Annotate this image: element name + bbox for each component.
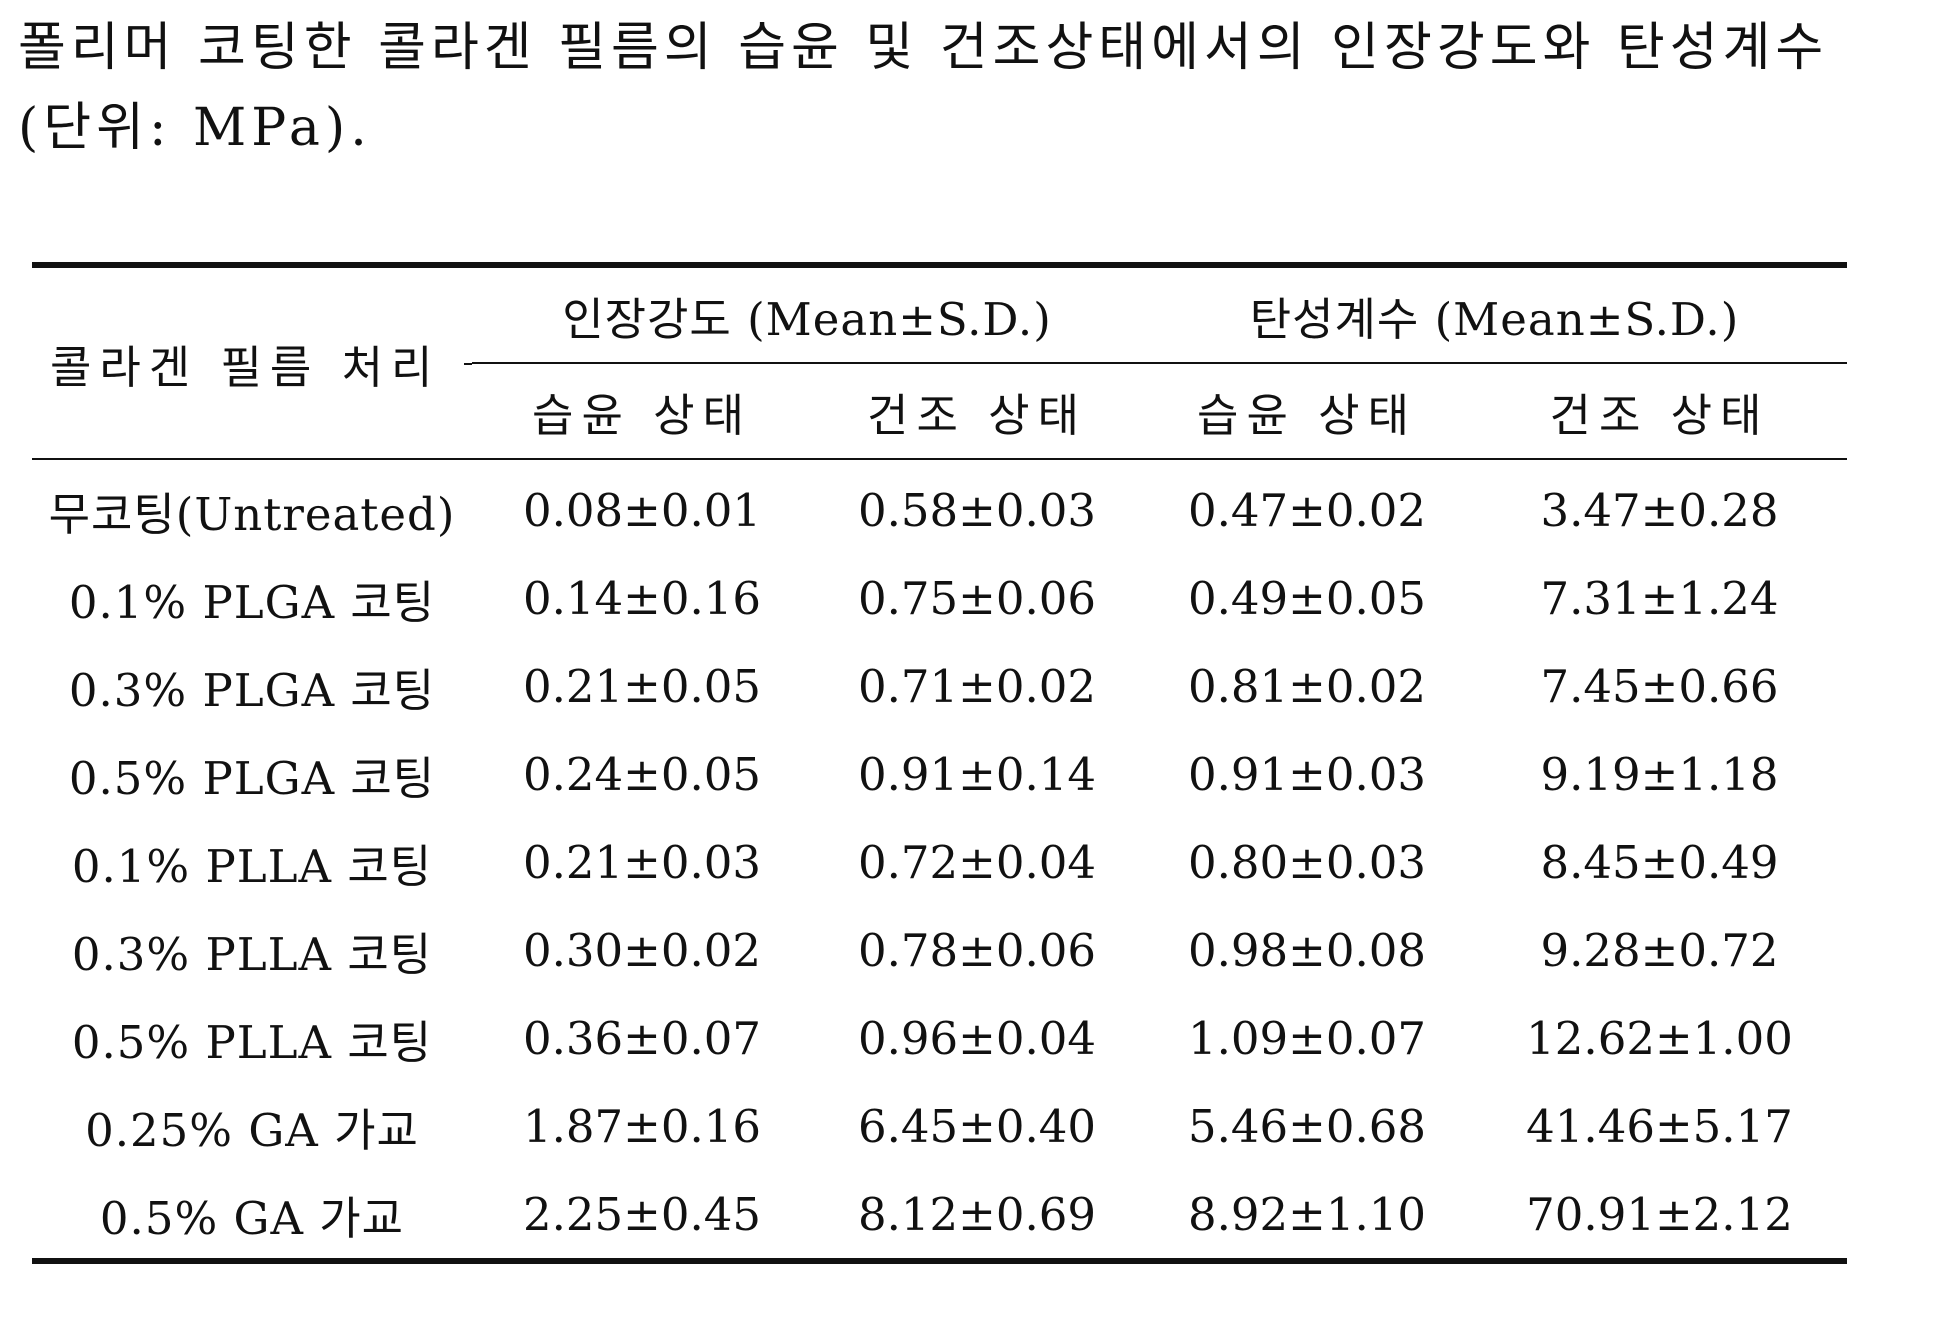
- cell-value: 0.47±0.02: [1187, 483, 1427, 537]
- cell-value: 0.91±0.03: [1187, 747, 1427, 801]
- cell-value: 3.47±0.28: [1540, 483, 1779, 537]
- cell-value: 8.12±0.69: [857, 1187, 1097, 1241]
- cell-value: 0.72±0.04: [857, 835, 1097, 889]
- row-label: 0.1% PLLA 코팅: [71, 839, 433, 893]
- cell-value: 9.28±0.72: [1540, 923, 1779, 977]
- table-row: 0.5% GA 가교 2.25±0.45 8.12±0.69 8.92±1.10…: [32, 1170, 1847, 1261]
- cell-value: 0.81±0.02: [1187, 659, 1427, 713]
- row-label: 0.5% GA 가교: [99, 1191, 405, 1245]
- table-row: 0.3% PLLA 코팅 0.30±0.02 0.78±0.06 0.98±0.…: [32, 906, 1847, 994]
- group-header-elastic-modulus: 탄성계수 (Mean±S.D.): [1142, 265, 1847, 364]
- cell-value: 0.75±0.06: [857, 571, 1097, 625]
- table-row: 0.1% PLGA 코팅 0.14±0.16 0.75±0.06 0.49±0.…: [32, 554, 1847, 642]
- row-label: 0.5% PLGA 코팅: [68, 751, 436, 805]
- caption-line-1: 폴리머 코팅한 콜라겐 필름의 습윤 및 건조상태에서의 인장강도와 탄성계수: [18, 18, 1829, 78]
- cell-value: 6.45±0.40: [857, 1099, 1097, 1153]
- table-row: 무코팅(Untreated) 0.08±0.01 0.58±0.03 0.47±…: [32, 459, 1847, 554]
- row-label: 0.25% GA 가교: [85, 1103, 419, 1157]
- table-row: 0.3% PLGA 코팅 0.21±0.05 0.71±0.02 0.81±0.…: [32, 642, 1847, 730]
- table-row: 0.25% GA 가교 1.87±0.16 6.45±0.40 5.46±0.6…: [32, 1082, 1847, 1170]
- cell-value: 1.09±0.07: [1187, 1011, 1427, 1065]
- cell-value: 0.14±0.16: [522, 571, 762, 625]
- cell-value: 0.58±0.03: [857, 483, 1097, 537]
- table-row: 0.5% PLLA 코팅 0.36±0.07 0.96±0.04 1.09±0.…: [32, 994, 1847, 1082]
- cell-value: 70.91±2.12: [1526, 1187, 1793, 1241]
- cell-value: 0.91±0.14: [857, 747, 1097, 801]
- cell-value: 0.30±0.02: [522, 923, 762, 977]
- subheader-modulus-dry: 건조 상태: [1472, 363, 1847, 460]
- cell-value: 8.92±1.10: [1187, 1187, 1427, 1241]
- cell-value: 0.96±0.04: [857, 1011, 1097, 1065]
- cell-value: 41.46±5.17: [1526, 1099, 1793, 1153]
- row-header: 콜라겐 필름 처리: [32, 265, 472, 460]
- cell-value: 2.25±0.45: [522, 1187, 762, 1241]
- row-label: 0.5% PLLA 코팅: [71, 1015, 433, 1069]
- cell-value: 12.62±1.00: [1526, 1011, 1793, 1065]
- subheader-modulus-wet: 습윤 상태: [1142, 363, 1472, 460]
- cell-value: 0.36±0.07: [522, 1011, 762, 1065]
- table-row: 0.1% PLLA 코팅 0.21±0.03 0.72±0.04 0.80±0.…: [32, 818, 1847, 906]
- row-label: 무코팅(Untreated): [48, 487, 456, 541]
- cell-value: 0.49±0.05: [1187, 571, 1427, 625]
- cell-value: 0.71±0.02: [857, 659, 1097, 713]
- cell-value: 7.31±1.24: [1540, 571, 1779, 625]
- subheader-tensile-dry: 건조 상태: [812, 363, 1142, 460]
- table-caption: 폴리머 코팅한 콜라겐 필름의 습윤 및 건조상태에서의 인장강도와 탄성계수 …: [18, 8, 1928, 168]
- cell-value: 7.45±0.66: [1540, 659, 1779, 713]
- cell-value: 8.45±0.49: [1540, 835, 1779, 889]
- subheader-tensile-wet: 습윤 상태: [472, 363, 812, 460]
- group-header-tensile-strength: 인장강도 (Mean±S.D.): [472, 265, 1142, 364]
- cell-value: 0.98±0.08: [1187, 923, 1427, 977]
- cell-value: 0.78±0.06: [857, 923, 1097, 977]
- row-label: 0.1% PLGA 코팅: [68, 575, 436, 629]
- cell-value: 0.80±0.03: [1187, 835, 1427, 889]
- cell-value: 0.24±0.05: [522, 747, 762, 801]
- cell-value: 0.21±0.05: [522, 659, 762, 713]
- caption-line-2: (단위: MPa).: [18, 98, 372, 158]
- row-label: 0.3% PLGA 코팅: [68, 663, 436, 717]
- row-label: 0.3% PLLA 코팅: [71, 927, 433, 981]
- cell-value: 0.21±0.03: [522, 835, 762, 889]
- cell-value: 5.46±0.68: [1187, 1099, 1427, 1153]
- table-row: 0.5% PLGA 코팅 0.24±0.05 0.91±0.14 0.91±0.…: [32, 730, 1847, 818]
- cell-value: 0.08±0.01: [522, 483, 762, 537]
- cell-value: 9.19±1.18: [1540, 747, 1779, 801]
- data-table: 콜라겐 필름 처리 인장강도 (Mean±S.D.) 탄성계수 (Mean±S.…: [32, 262, 1847, 1264]
- cell-value: 1.87±0.16: [522, 1099, 762, 1153]
